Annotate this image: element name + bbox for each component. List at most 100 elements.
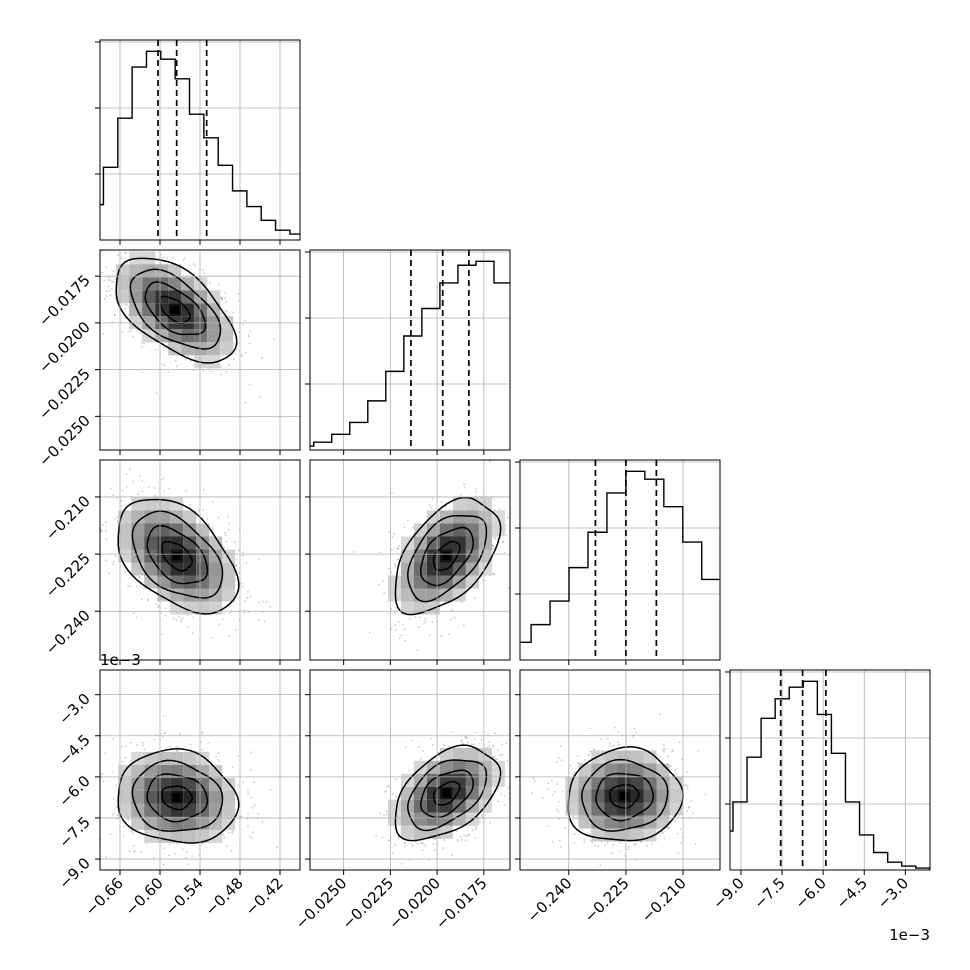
scatter-point [403,845,406,848]
contour-level-2 [144,281,207,336]
scatter-point [686,785,689,788]
density-cell [452,510,466,524]
scatter-point [459,493,462,496]
scatter-point [217,758,219,761]
scatter-point [464,835,467,837]
scatter-point [382,579,384,582]
scatter-point [491,572,494,575]
scatter-point [265,601,268,603]
scatter-point [424,845,427,848]
density-cell [478,497,492,511]
scatter-point [378,551,381,554]
density-cell [452,497,466,511]
scatter-point [132,480,135,483]
scatter-point [228,528,230,531]
scatter-point [223,612,225,614]
density-cell [168,342,182,356]
scatter-point [136,585,139,587]
scatter-point [247,334,250,336]
scatter-point [117,254,119,257]
density-cell [196,588,210,602]
scatter-point [462,742,464,745]
density-cell [209,816,223,830]
contour-level-4 [115,257,238,364]
scatter-point [223,546,226,549]
scatter-point [463,486,466,489]
grid-lines [310,250,510,450]
scatter-point [560,759,563,762]
scatter-point [467,833,470,836]
scatter-point [488,745,491,747]
scatter-point [187,355,190,358]
scatter-point [90,290,92,292]
scatter-point [154,242,156,244]
scatter-point [175,365,178,368]
density-cell [170,497,184,511]
density-cell [181,329,195,343]
scatter-point [135,616,138,619]
scatter-point [471,743,473,746]
scatter-point [247,792,250,795]
scatter-point [511,493,513,495]
scatter-point [137,241,139,243]
scatter-point [81,480,83,482]
scatter-point [404,639,406,642]
density-cell [452,799,466,813]
scatter-point [404,746,407,749]
scatter-point [89,812,91,814]
scatter-point [463,624,465,627]
scatter-point [116,497,118,499]
scatter-point [516,753,518,755]
density-cell [207,342,221,356]
density-cell [207,329,221,343]
contour-level-3 [407,514,488,603]
grid-lines [310,670,510,870]
scatter-point [459,836,462,838]
scatter-point [228,364,231,367]
scatter-point [610,852,613,854]
scatter-point [246,818,249,820]
density-cell [478,510,492,524]
scatter-point [375,835,377,837]
scatter-point [390,627,393,630]
scatter-point [137,493,140,496]
scatter-point [208,281,211,284]
scatter-point [235,558,238,561]
scatter-point [131,335,134,338]
scatter-point [428,634,431,637]
scatter-point [235,564,238,567]
scatter-point [443,839,446,842]
scatter-point [352,551,355,553]
scatter-point [235,564,238,567]
scatter-point [424,620,427,623]
scatter-point [457,840,459,842]
scatter-point [168,843,171,846]
marginal-frame [729,669,931,871]
scatter-point [186,863,189,866]
density-cell [181,277,195,291]
scatter-point [397,836,400,839]
scatter-point [686,770,688,773]
density-cell [170,803,184,817]
scatter-point [116,520,119,523]
scatter-point [96,299,98,301]
density-cell [183,510,197,524]
scatter-point [111,280,113,283]
scatter-point [212,528,215,531]
scatter-point [103,279,106,282]
grid-lines [520,460,720,660]
scatter-point [388,839,391,842]
scatter-point [228,612,231,614]
scatter-point [503,795,506,797]
scatter-point [113,313,116,316]
density-cell [116,290,130,304]
scatter-point [132,844,135,847]
density-cell [387,812,401,826]
scatter-point [489,460,491,463]
scatter-point [400,634,403,637]
scatter-point [258,601,261,604]
scatter-point [467,741,469,744]
scatter-point [104,529,107,532]
scatter-point [192,263,195,265]
contour-level-1 [432,540,461,571]
